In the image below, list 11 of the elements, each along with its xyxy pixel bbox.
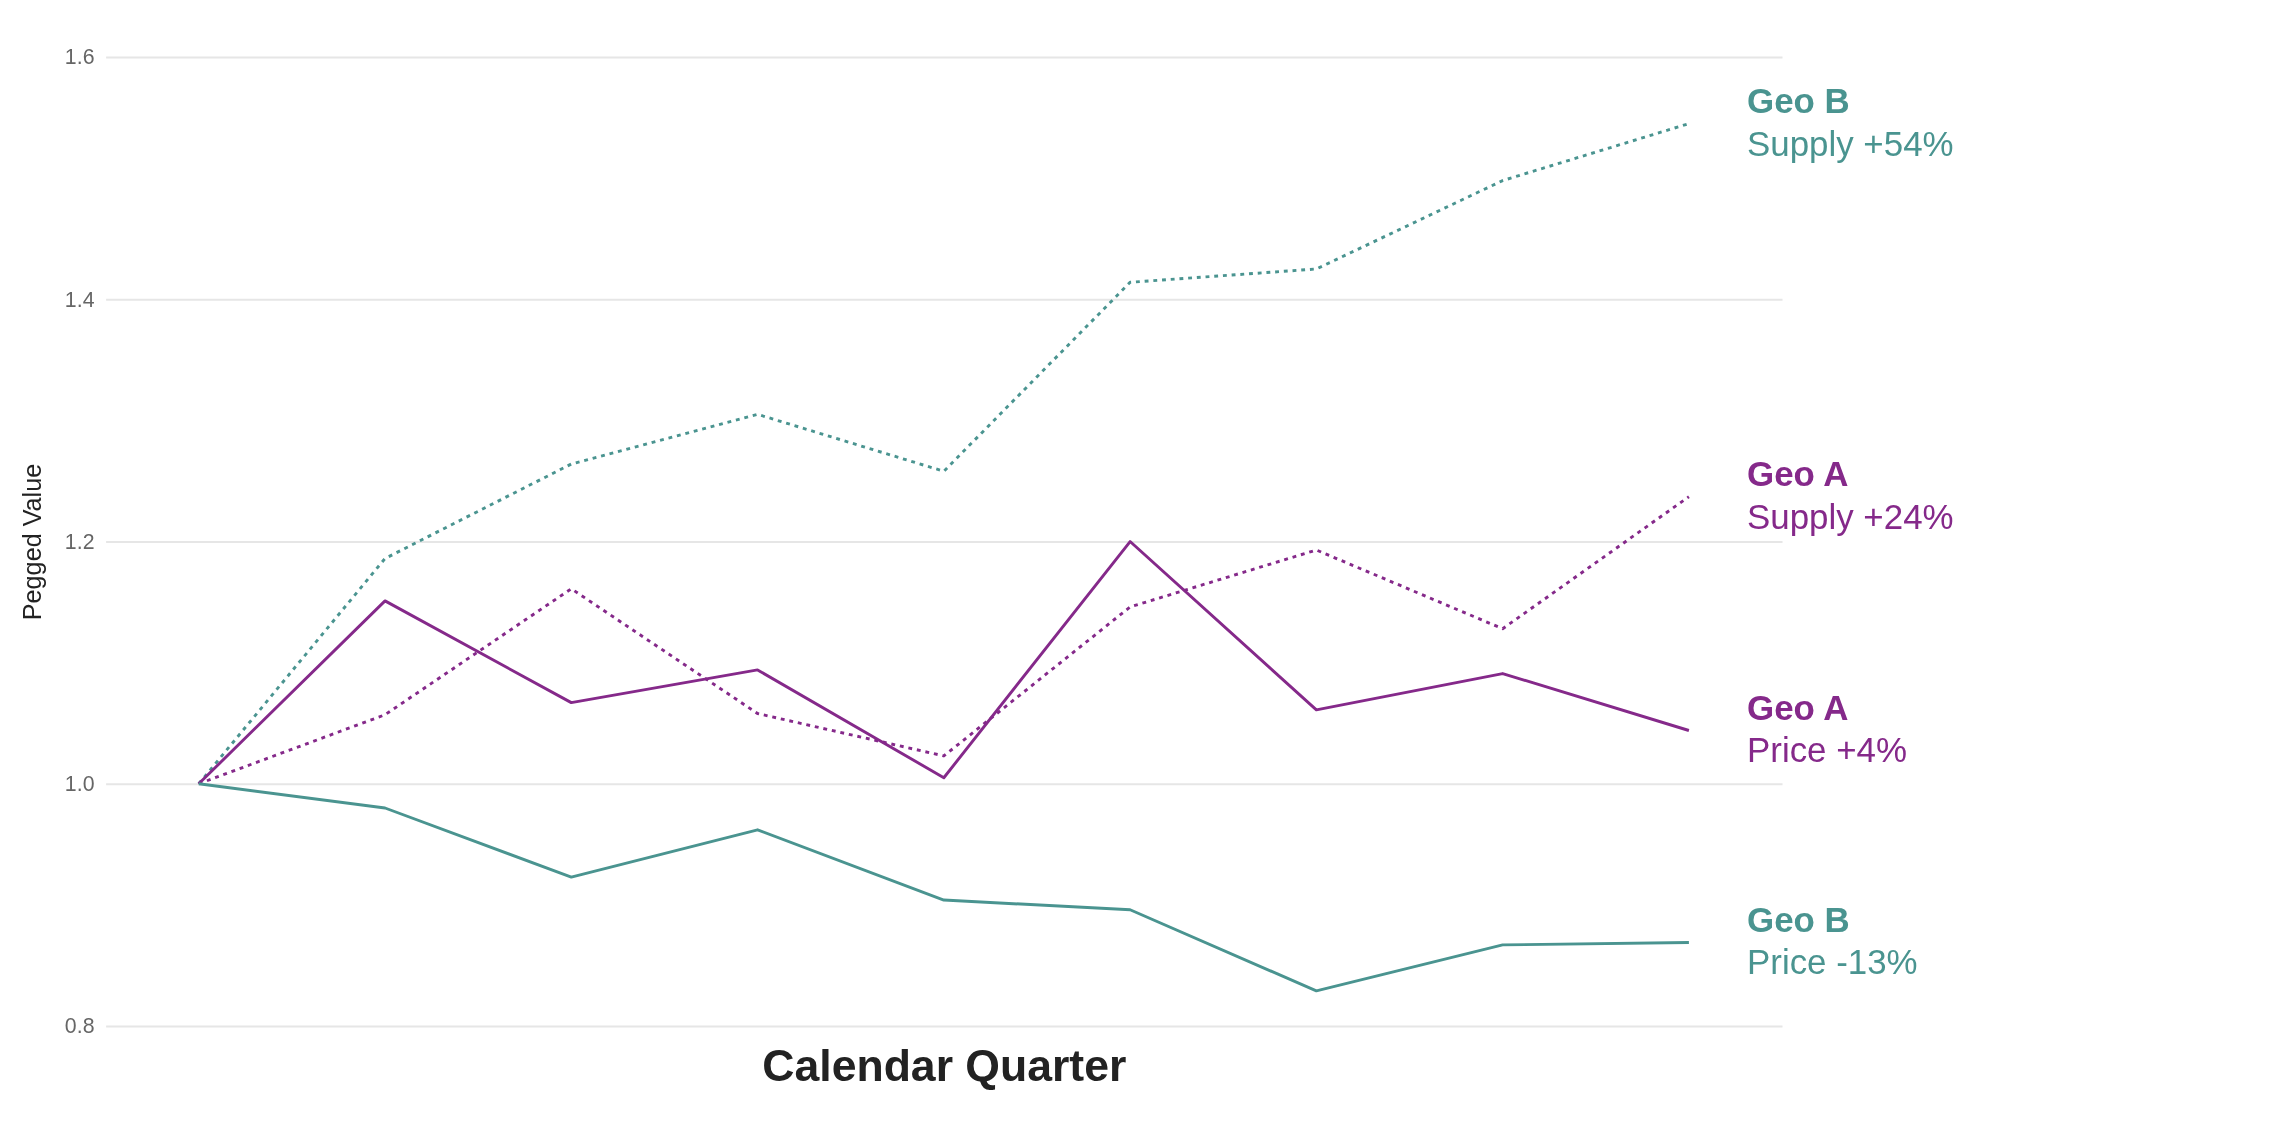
y-tick-label: 0.8: [64, 1014, 95, 1039]
y-tick-label: 1.6: [64, 45, 95, 70]
y-tick-label: 1.2: [64, 529, 95, 554]
series-label: Geo A Supply +24%: [1747, 454, 1954, 536]
x-axis-title: Calendar Quarter: [762, 1040, 1127, 1090]
series-label: Geo B Price -13%: [1747, 899, 1918, 982]
series-label: Geo A Price +4%: [1747, 687, 1907, 770]
series-label: Geo B Supply +54%: [1747, 80, 1954, 163]
y-tick-label: 1.0: [64, 772, 95, 797]
y-axis-title: Pegged Value: [17, 463, 46, 621]
y-tick-label: 1.4: [64, 287, 95, 312]
